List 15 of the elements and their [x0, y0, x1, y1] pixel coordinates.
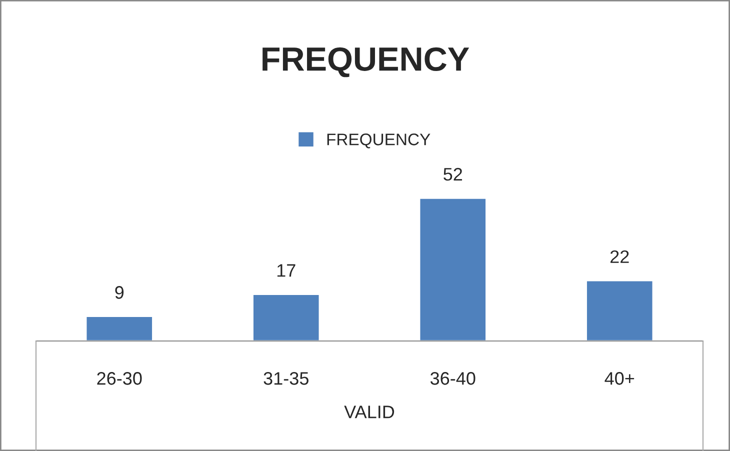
data-label: 52	[444, 168, 462, 181]
x-axis-title: VALID	[344, 406, 394, 418]
x-tick-label: 36-40	[430, 372, 476, 385]
data-label: 22	[610, 250, 629, 263]
x-tick-label: 40+	[604, 372, 634, 385]
bar	[85, 316, 154, 341]
data-label: 9	[115, 286, 124, 299]
x-tick-label: 31-35	[264, 372, 308, 385]
bar	[586, 280, 654, 341]
data-label: 17	[277, 264, 296, 277]
x-tick-label: 26-30	[97, 372, 142, 385]
chart-title: FREQUENCY	[262, 47, 470, 78]
bar	[252, 294, 320, 341]
legend-label: FREQUENCY	[327, 134, 430, 148]
bar	[418, 197, 487, 341]
